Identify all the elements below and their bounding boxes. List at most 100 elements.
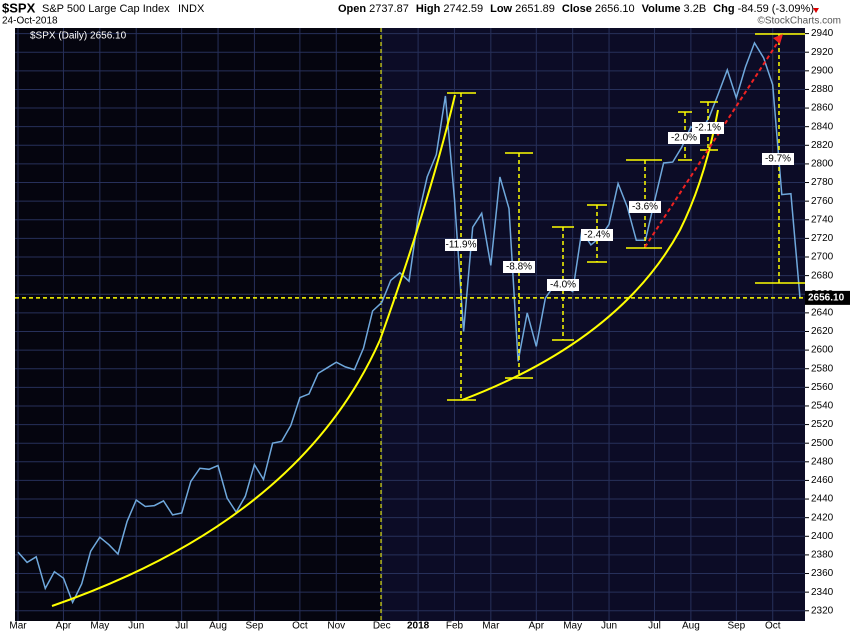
x-tick-label: Jul xyxy=(648,621,661,632)
quote-value: 2656.10 xyxy=(595,3,635,15)
x-tick-label: Apr xyxy=(56,621,72,632)
x-tick-label: Aug xyxy=(209,621,227,632)
marks: 2656.10 xyxy=(15,41,850,605)
y-tick-label: 2880 xyxy=(811,84,834,95)
y-tick-label: 2760 xyxy=(811,196,834,207)
x-tick-label: Sep xyxy=(246,621,264,632)
y-tick-label: 2640 xyxy=(811,308,834,319)
annotation: -2.1% xyxy=(695,123,721,134)
quote-label: Volume xyxy=(642,3,681,15)
annotation-box xyxy=(445,239,477,251)
y-tick-label: 2780 xyxy=(811,177,834,188)
annotation-box xyxy=(629,201,661,213)
y-tick-label: 2360 xyxy=(811,568,834,579)
y-tick-label: 2600 xyxy=(811,345,834,356)
plot-right xyxy=(381,28,805,621)
credit: ©StockCharts.com xyxy=(757,16,841,27)
x-tick-label: Oct xyxy=(765,621,781,632)
y-tick-label: 2380 xyxy=(811,550,834,561)
annotation: -2.0% xyxy=(671,133,697,144)
y-tick-label: 2700 xyxy=(811,252,834,263)
x-tick-label: Apr xyxy=(529,621,545,632)
x-tick-label: Feb xyxy=(446,621,464,632)
y-tick-label: 2820 xyxy=(811,140,834,151)
curve xyxy=(461,109,719,401)
last-price-box xyxy=(805,290,850,305)
annotations: -11.9% -8.8% -4.0% -2.4% -3.6% -2.0%-2.1% -9.7… xyxy=(445,122,794,291)
y-tick-label: 2520 xyxy=(811,419,834,430)
annotation-box xyxy=(503,261,535,273)
quote-label: Close xyxy=(562,3,592,15)
y-tick-label: 2420 xyxy=(811,512,834,523)
date: 24-Oct-2018 xyxy=(2,16,58,27)
y-tick-label: 2860 xyxy=(811,103,834,114)
curve xyxy=(51,94,456,607)
x-tick-label: Jun xyxy=(601,621,617,632)
annotation-box xyxy=(762,153,794,165)
symbol: $SPX xyxy=(2,0,36,15)
quote-label: High xyxy=(416,3,441,15)
x-tick-label: Dec xyxy=(373,621,391,632)
annotation: -9.7% xyxy=(765,154,791,165)
x-tick-label: Jun xyxy=(128,621,144,632)
quote-value: -84.59 (-3.09%) xyxy=(738,3,814,15)
annotation: -3.6% xyxy=(632,202,658,213)
x-tick-label: Mar xyxy=(9,621,27,632)
x-tick-label: Nov xyxy=(327,621,345,632)
y-tick-label: 2460 xyxy=(811,475,834,486)
red-trend xyxy=(644,41,779,248)
x-tick-label: Oct xyxy=(292,621,308,632)
y-tick-label: 2900 xyxy=(811,65,834,76)
y-tick-label: 2800 xyxy=(811,159,834,170)
y-tick-label: 2440 xyxy=(811,494,834,505)
y-tick-label: 2680 xyxy=(811,270,834,281)
quote-value: 3.2B xyxy=(684,3,707,15)
plot-left xyxy=(15,28,381,621)
quote-label: Low xyxy=(490,3,512,15)
trend-curves xyxy=(51,94,719,607)
x-tick-label: Mar xyxy=(482,621,500,632)
y-tick-label: 2540 xyxy=(811,401,834,412)
annotation-box xyxy=(581,229,613,241)
x-tick-label: May xyxy=(90,621,109,632)
annotation-box xyxy=(692,122,724,134)
y-tick-label: 2560 xyxy=(811,382,834,393)
y-tick-label: 2720 xyxy=(811,233,834,244)
y-tick-label: 2480 xyxy=(811,456,834,467)
annotation: -8.8% xyxy=(506,262,532,273)
annotation-box xyxy=(547,279,579,291)
y-tick-label: 2840 xyxy=(811,121,834,132)
exchange: INDX xyxy=(178,3,205,15)
x-tick-label: Aug xyxy=(682,621,700,632)
annotation: -4.0% xyxy=(550,280,576,291)
y-tick-label: 2740 xyxy=(811,214,834,225)
quote-value: 2742.59 xyxy=(443,3,483,15)
price-line xyxy=(17,41,801,605)
quote-label: Chg xyxy=(713,3,734,15)
y-tick-label: 2340 xyxy=(811,587,834,598)
x-tick-label: 2018 xyxy=(407,621,430,632)
annotation: -2.4% xyxy=(584,230,610,241)
last-price-label: 2656.10 xyxy=(808,293,845,304)
legend: $SPX (Daily) 2656.10 xyxy=(30,31,127,42)
y-tick-label: 2400 xyxy=(811,531,834,542)
red-arrow xyxy=(773,34,783,44)
quote-value: 2651.89 xyxy=(515,3,555,15)
quote-value: 2737.87 xyxy=(369,3,409,15)
x-tick-label: May xyxy=(563,621,582,632)
x-tick-label: Jul xyxy=(175,621,188,632)
y-tick-label: 2500 xyxy=(811,438,834,449)
y-tick-label: 2920 xyxy=(811,47,834,58)
y-tick-label: 2940 xyxy=(811,28,834,39)
grid: 2320 2340 2360 2380 2400 2420 2440 2460 2480 2500… xyxy=(9,28,834,632)
annotation: -11.9% xyxy=(446,240,477,251)
annotation-box xyxy=(668,132,700,144)
x-tick-label: Sep xyxy=(727,621,745,632)
quote-label: Open xyxy=(338,3,366,15)
index-name: S&P 500 Large Cap Index xyxy=(42,3,170,15)
y-tick-label: 2320 xyxy=(811,605,834,616)
y-tick-label: 2620 xyxy=(811,326,834,337)
y-tick-label: 2580 xyxy=(811,363,834,374)
